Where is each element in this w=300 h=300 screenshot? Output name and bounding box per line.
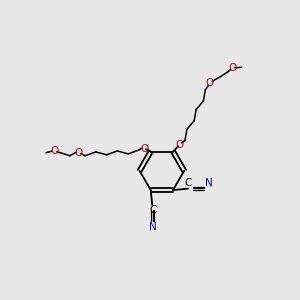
Text: O: O bbox=[51, 146, 59, 156]
Text: C: C bbox=[184, 178, 192, 188]
Text: N: N bbox=[149, 222, 157, 232]
Text: O: O bbox=[74, 148, 83, 158]
Text: O: O bbox=[228, 63, 236, 73]
Text: O: O bbox=[206, 78, 214, 88]
Text: C: C bbox=[149, 205, 157, 215]
Text: O: O bbox=[176, 140, 184, 150]
Text: O: O bbox=[140, 143, 148, 154]
Text: N: N bbox=[205, 178, 212, 188]
